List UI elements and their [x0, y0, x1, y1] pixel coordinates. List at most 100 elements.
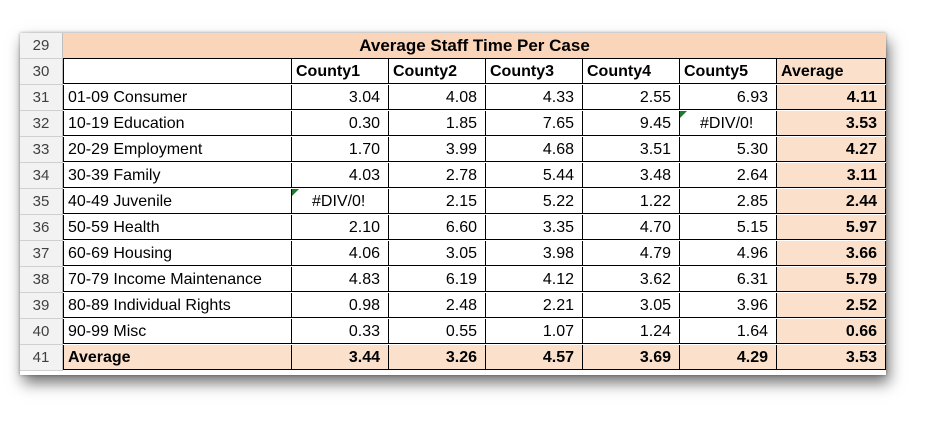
value-cell[interactable]: 3.05	[389, 241, 486, 266]
category-cell[interactable]: 01-09 Consumer	[63, 85, 292, 110]
table-row: 34 30-39 Family 4.03 2.78 5.44 3.48 2.64…	[20, 163, 886, 189]
footer-value-cell[interactable]: 3.44	[292, 345, 389, 370]
average-cell[interactable]: 5.79	[777, 267, 886, 292]
category-cell[interactable]: 50-59 Health	[63, 215, 292, 240]
footer-label-cell[interactable]: Average	[63, 345, 292, 370]
value-cell[interactable]: 6.19	[389, 267, 486, 292]
table-row: 39 80-89 Individual Rights 0.98 2.48 2.2…	[20, 293, 886, 319]
value-cell[interactable]: 1.22	[583, 189, 680, 214]
footer-value-cell[interactable]: 4.57	[486, 345, 583, 370]
row-number[interactable]: 41	[20, 345, 63, 371]
value-cell[interactable]: 3.05	[583, 293, 680, 318]
header-cell-county2[interactable]: County2	[389, 59, 486, 84]
value-cell[interactable]: 4.33	[486, 85, 583, 110]
value-cell[interactable]: 3.35	[486, 215, 583, 240]
row-number[interactable]: 37	[20, 241, 63, 267]
value-cell[interactable]: 2.10	[292, 215, 389, 240]
average-cell[interactable]: 5.97	[777, 215, 886, 240]
value-cell[interactable]: 3.62	[583, 267, 680, 292]
value-cell[interactable]: 4.83	[292, 267, 389, 292]
value-cell[interactable]: 2.21	[486, 293, 583, 318]
error-value-cell[interactable]: #DIV/0!	[292, 189, 389, 214]
category-cell[interactable]: 70-79 Income Maintenance	[63, 267, 292, 292]
value-cell[interactable]: 2.15	[389, 189, 486, 214]
category-cell[interactable]: 10-19 Education	[63, 111, 292, 136]
average-cell[interactable]: 3.11	[777, 163, 886, 188]
value-cell[interactable]: 1.24	[583, 319, 680, 344]
row-number[interactable]: 39	[20, 293, 63, 319]
row-number[interactable]: 40	[20, 319, 63, 345]
header-cell-county3[interactable]: County3	[486, 59, 583, 84]
value-cell[interactable]: 9.45	[583, 111, 680, 136]
value-cell[interactable]: 4.03	[292, 163, 389, 188]
error-value-cell[interactable]: #DIV/0!	[680, 111, 777, 136]
value-cell[interactable]: 0.30	[292, 111, 389, 136]
row-number[interactable]: 34	[20, 163, 63, 189]
header-cell-label[interactable]	[63, 59, 292, 84]
value-cell[interactable]: 3.04	[292, 85, 389, 110]
row-number[interactable]: 31	[20, 85, 63, 111]
average-cell[interactable]: 4.27	[777, 137, 886, 162]
average-cell[interactable]: 3.66	[777, 241, 886, 266]
average-cell[interactable]: 2.52	[777, 293, 886, 318]
category-cell[interactable]: 20-29 Employment	[63, 137, 292, 162]
average-cell[interactable]: 2.44	[777, 189, 886, 214]
row-number[interactable]: 30	[20, 59, 63, 85]
header-cell-county5[interactable]: County5	[680, 59, 777, 84]
value-cell[interactable]: 6.60	[389, 215, 486, 240]
value-cell[interactable]: 5.22	[486, 189, 583, 214]
category-cell[interactable]: 80-89 Individual Rights	[63, 293, 292, 318]
value-cell[interactable]: 1.85	[389, 111, 486, 136]
row-number[interactable]: 33	[20, 137, 63, 163]
value-cell[interactable]: 2.64	[680, 163, 777, 188]
row-number[interactable]: 32	[20, 111, 63, 137]
value-cell[interactable]: 2.78	[389, 163, 486, 188]
footer-average-cell[interactable]: 3.53	[777, 345, 886, 370]
row-number[interactable]: 36	[20, 215, 63, 241]
header-cell-average[interactable]: Average	[777, 59, 886, 84]
value-cell[interactable]: 2.48	[389, 293, 486, 318]
category-cell[interactable]: 40-49 Juvenile	[63, 189, 292, 214]
table-title[interactable]: Average Staff Time Per Case	[63, 33, 886, 59]
value-cell[interactable]: 1.07	[486, 319, 583, 344]
value-cell[interactable]: 1.64	[680, 319, 777, 344]
value-cell[interactable]: 2.55	[583, 85, 680, 110]
value-cell[interactable]: 0.33	[292, 319, 389, 344]
value-cell[interactable]: 5.15	[680, 215, 777, 240]
category-cell[interactable]: 30-39 Family	[63, 163, 292, 188]
value-cell[interactable]: 0.98	[292, 293, 389, 318]
value-cell[interactable]: 3.51	[583, 137, 680, 162]
value-cell[interactable]: 6.93	[680, 85, 777, 110]
category-cell[interactable]: 90-99 Misc	[63, 319, 292, 344]
value-cell[interactable]: 7.65	[486, 111, 583, 136]
value-cell[interactable]: 4.79	[583, 241, 680, 266]
average-cell[interactable]: 4.11	[777, 85, 886, 110]
row-number[interactable]: 35	[20, 189, 63, 215]
header-cell-county4[interactable]: County4	[583, 59, 680, 84]
value-cell[interactable]: 3.99	[389, 137, 486, 162]
value-cell[interactable]: 3.96	[680, 293, 777, 318]
value-cell[interactable]: 2.85	[680, 189, 777, 214]
value-cell[interactable]: 0.55	[389, 319, 486, 344]
value-cell[interactable]: 6.31	[680, 267, 777, 292]
value-cell[interactable]: 4.96	[680, 241, 777, 266]
value-cell[interactable]: 5.30	[680, 137, 777, 162]
value-cell[interactable]: 1.70	[292, 137, 389, 162]
value-cell[interactable]: 3.98	[486, 241, 583, 266]
value-cell[interactable]: 4.12	[486, 267, 583, 292]
value-cell[interactable]: 4.06	[292, 241, 389, 266]
average-cell[interactable]: 0.66	[777, 319, 886, 344]
footer-value-cell[interactable]: 3.26	[389, 345, 486, 370]
header-cell-county1[interactable]: County1	[292, 59, 389, 84]
average-cell[interactable]: 3.53	[777, 111, 886, 136]
footer-value-cell[interactable]: 3.69	[583, 345, 680, 370]
value-cell[interactable]: 3.48	[583, 163, 680, 188]
value-cell[interactable]: 4.70	[583, 215, 680, 240]
category-cell[interactable]: 60-69 Housing	[63, 241, 292, 266]
row-number[interactable]: 38	[20, 267, 63, 293]
footer-value-cell[interactable]: 4.29	[680, 345, 777, 370]
row-number[interactable]: 29	[20, 33, 63, 59]
value-cell[interactable]: 4.08	[389, 85, 486, 110]
value-cell[interactable]: 4.68	[486, 137, 583, 162]
value-cell[interactable]: 5.44	[486, 163, 583, 188]
